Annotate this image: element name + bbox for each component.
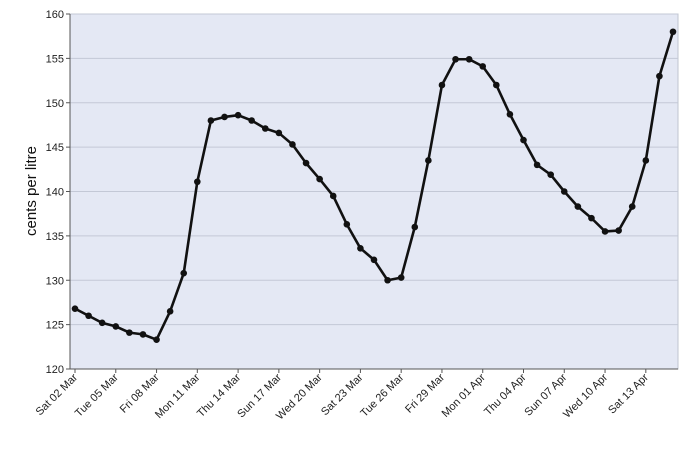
data-point bbox=[261, 125, 269, 132]
data-point bbox=[194, 178, 201, 186]
data-point bbox=[126, 329, 133, 336]
data-point bbox=[669, 28, 677, 36]
x-tick-label: Mon 01 Apr bbox=[440, 371, 489, 420]
data-point bbox=[425, 157, 432, 164]
x-tick-label: Wed 10 Apr bbox=[561, 371, 610, 420]
data-point bbox=[289, 141, 296, 148]
data-point bbox=[384, 276, 391, 284]
y-tick-label: 155 bbox=[46, 53, 64, 65]
data-point bbox=[479, 63, 487, 70]
x-tick-label: Thu 04 Apr bbox=[482, 371, 529, 418]
data-point bbox=[234, 111, 242, 119]
data-point bbox=[112, 323, 120, 330]
data-point bbox=[275, 129, 283, 137]
data-point bbox=[166, 308, 174, 315]
x-tick-label: Tue 05 Mar bbox=[73, 371, 121, 419]
data-point bbox=[493, 81, 500, 89]
x-tick-label: Sat 13 Apr bbox=[606, 371, 651, 416]
data-point bbox=[615, 227, 622, 234]
data-point bbox=[465, 55, 473, 63]
y-axis-label: cents per litre bbox=[23, 146, 40, 236]
data-point bbox=[221, 113, 228, 121]
data-point bbox=[642, 157, 650, 164]
x-tick-label: Tue 26 Mar bbox=[358, 371, 406, 419]
data-point bbox=[207, 117, 215, 124]
data-point bbox=[139, 331, 147, 338]
data-point bbox=[370, 256, 378, 264]
series-layer bbox=[71, 28, 677, 344]
data-point bbox=[533, 161, 541, 169]
y-tick-label: 120 bbox=[46, 364, 64, 376]
y-tick-label: 130 bbox=[46, 275, 64, 287]
y-tick-label: 125 bbox=[46, 320, 64, 332]
y-tick-labels: 120 125 130 135 140 145 150 155 160 bbox=[46, 9, 70, 376]
data-point bbox=[397, 274, 405, 281]
data-point bbox=[588, 214, 595, 222]
data-point bbox=[601, 228, 609, 235]
data-point bbox=[656, 72, 663, 80]
data-point bbox=[520, 136, 527, 144]
data-point bbox=[71, 305, 79, 312]
data-point bbox=[248, 117, 255, 124]
data-point bbox=[343, 221, 351, 228]
x-tick-label: Mon 11 Mar bbox=[153, 371, 203, 421]
data-point bbox=[85, 312, 92, 320]
y-tick-label: 140 bbox=[46, 187, 64, 199]
data-point bbox=[628, 203, 636, 210]
data-point bbox=[438, 81, 446, 89]
data-point bbox=[506, 110, 514, 118]
data-point bbox=[547, 171, 554, 178]
data-point bbox=[329, 192, 337, 200]
data-point bbox=[357, 245, 364, 252]
y-tick-label: 150 bbox=[46, 98, 64, 110]
y-tick-label: 135 bbox=[46, 231, 64, 243]
data-point bbox=[452, 55, 459, 63]
data-point bbox=[316, 175, 323, 183]
data-point bbox=[574, 203, 582, 210]
data-point bbox=[560, 188, 568, 195]
data-point bbox=[411, 223, 419, 231]
y-tick-label: 145 bbox=[46, 142, 64, 154]
y-tick-label: 160 bbox=[46, 9, 64, 21]
data-point bbox=[98, 319, 106, 327]
data-point bbox=[302, 159, 310, 167]
data-point bbox=[180, 269, 188, 277]
data-point bbox=[153, 336, 160, 344]
